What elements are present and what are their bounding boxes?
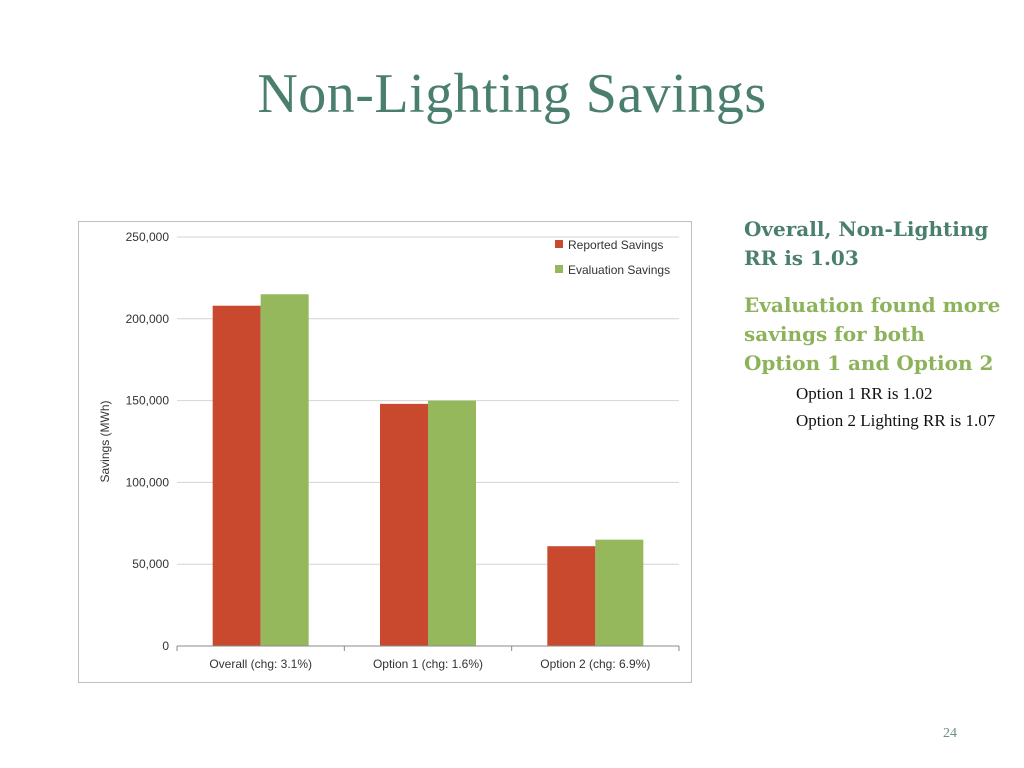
legend-swatch-1 [555,265,563,273]
x-category-label: Overall (chg: 3.1%) [209,657,312,671]
slide-title: Non-Lighting Savings [257,63,767,125]
savings-bar-chart: 0 50,000 100,000 150,000 200,000 250,000 Savin… [98,230,680,671]
bar-reported-0 [212,305,261,646]
legend-swatch-0 [555,240,563,248]
legend-label-0: Reported Savings [568,238,663,252]
chart-frame: 0 50,000 100,000 150,000 200,000 250,000 Savin… [78,221,692,683]
bar-evaluation-1 [428,400,476,646]
y-tick-label: 50,000 [132,557,169,571]
bar-evaluation-0 [260,294,309,646]
bar-reported-2 [547,546,596,646]
y-tick-label: 100,000 [126,475,170,489]
heading-evaluation-found: Evaluation found more savings for both O… [744,293,1001,375]
heading-overall-rr: Overall, Non-Lighting RR is 1.03 [744,217,989,270]
sub-item-option-2: Option 2 Lighting RR is 1.07 [796,411,996,430]
y-tick-label: 0 [162,639,169,653]
bar-reported-1 [380,403,428,646]
x-category-label: Option 1 (chg: 1.6%) [373,657,483,671]
side-text: Overall, Non-Lighting RR is 1.03 Evaluat… [744,215,1006,434]
x-category-label: Option 2 (chg: 6.9%) [540,657,650,671]
y-tick-label: 150,000 [126,394,170,408]
sub-item-option-1: Option 1 RR is 1.02 [796,384,933,403]
y-axis-title: Savings (MWh) [98,400,112,482]
bar-evaluation-2 [595,539,644,646]
legend-label-1: Evaluation Savings [568,263,670,277]
y-tick-label: 200,000 [126,312,170,326]
y-tick-label: 250,000 [126,230,170,244]
page-number: 24 [943,726,957,741]
